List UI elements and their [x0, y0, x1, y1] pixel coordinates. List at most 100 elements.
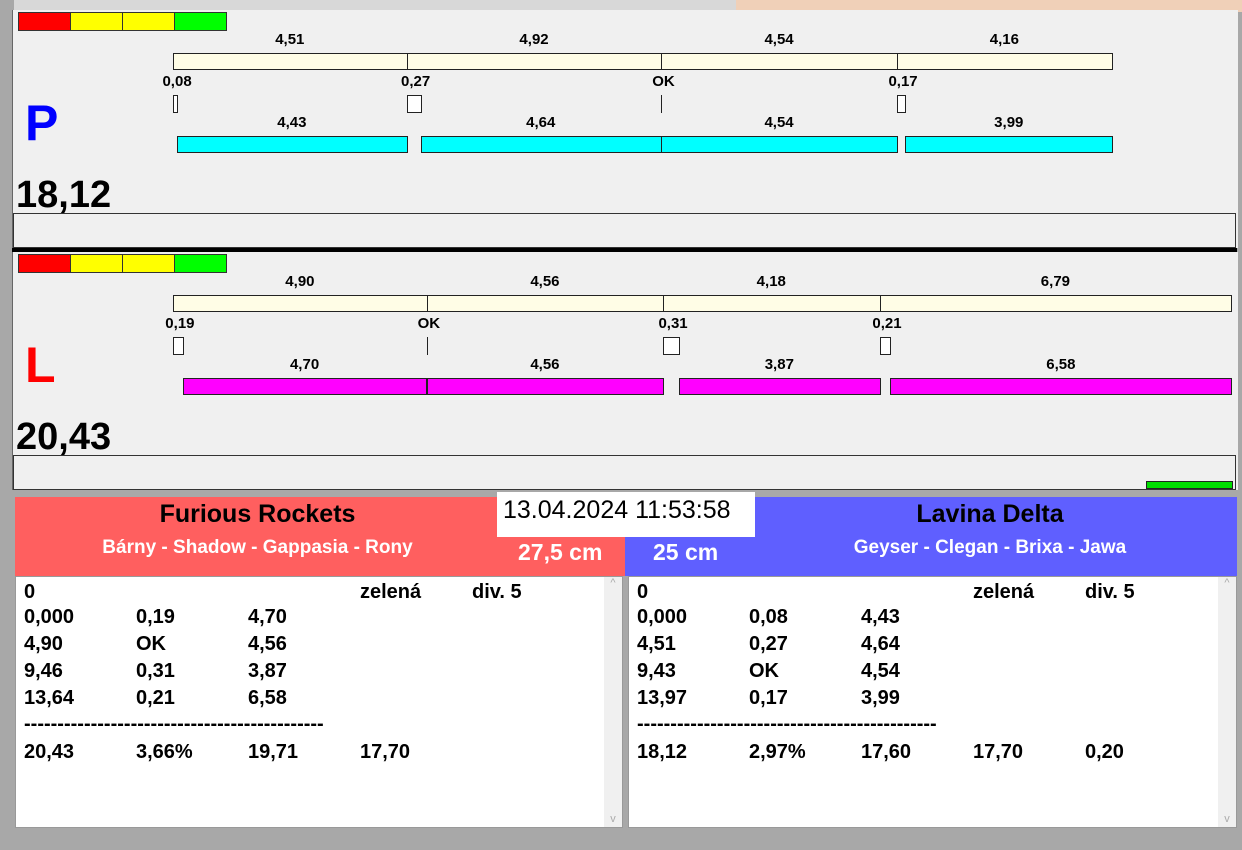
list-cell: 4,54: [861, 660, 900, 682]
list-cell: 17,60: [861, 741, 912, 763]
bottom-segment-label: 4,64: [526, 114, 556, 131]
gap-ok-tick: [426, 337, 428, 355]
list-cell: 4,43: [861, 606, 900, 628]
bottom-segment-label: 4,54: [764, 114, 794, 131]
lane-status-box: [13, 213, 1236, 248]
top-segment: [879, 295, 1233, 312]
list-cell: 9,46: [24, 660, 63, 682]
list-cell: 13,97: [637, 687, 688, 709]
header-area: [736, 0, 1242, 12]
traffic-lights: [18, 254, 227, 273]
light: [175, 13, 226, 30]
gap-label: 0,19: [165, 315, 195, 332]
gap-label: 0,21: [872, 315, 902, 332]
gap-marker: [173, 95, 179, 113]
bottom-segment-label: 3,87: [764, 356, 794, 373]
list-cell: 4,51: [637, 633, 676, 655]
top-segment: [173, 295, 428, 312]
list-cell: ----------------------------------------…: [637, 713, 937, 735]
list-cell: div. 5: [1085, 581, 1135, 603]
list-cell: 0,08: [749, 606, 788, 628]
list-cell: div. 5: [472, 581, 522, 603]
lane-total: 18,12: [16, 174, 112, 216]
light: [123, 255, 175, 272]
gap-marker: [173, 337, 184, 355]
list-cell: 17,70: [973, 741, 1024, 763]
lane-letter: P: [25, 95, 59, 151]
bottom-segment-label: 6,58: [1046, 356, 1076, 373]
gap-label: OK: [417, 315, 441, 332]
top-segment-label: 4,51: [275, 31, 305, 48]
lane-separator: [12, 248, 1237, 252]
top-segment: [661, 53, 898, 70]
light: [19, 13, 71, 30]
top-segment-label: 4,92: [519, 31, 549, 48]
team-members: Geyser - Clegan - Brixa - Jawa: [853, 537, 1127, 558]
top-segment: [173, 53, 408, 70]
list-cell: 0,17: [749, 687, 788, 709]
lane-total: 20,43: [16, 416, 112, 458]
list-cell: 4,64: [861, 633, 900, 655]
list-cell: 9,43: [637, 660, 676, 682]
list-cell: 0,19: [136, 606, 175, 628]
bottom-segment: [177, 136, 408, 153]
gap-label: 0,31: [658, 315, 688, 332]
light: [71, 13, 123, 30]
gap-label: 0,27: [401, 73, 431, 90]
list-cell: OK: [749, 660, 779, 682]
list-cell: zelená: [360, 581, 422, 603]
gap-marker: [879, 337, 892, 355]
bottom-segment: [661, 136, 898, 153]
list-cell: 0,000: [637, 606, 688, 628]
bottom-segment: [679, 378, 881, 395]
list-cell: 4,56: [248, 633, 287, 655]
team-name: Furious Rockets: [159, 500, 356, 528]
top-segment: [663, 295, 881, 312]
progress-indicator: [1146, 481, 1233, 489]
bottom-segment: [420, 136, 662, 153]
list-cell: 0: [24, 581, 36, 603]
light: [123, 13, 175, 30]
gap-marker: [896, 95, 907, 113]
list-cell: ----------------------------------------…: [24, 713, 324, 735]
top-segment-label: 4,54: [764, 31, 794, 48]
list-cell: 3,66%: [136, 741, 193, 763]
bottom-segment-label: 4,70: [289, 356, 320, 373]
list-cell: 0,21: [136, 687, 175, 709]
gap-ok-tick: [661, 95, 663, 113]
results-list-left[interactable]: ^ v 0 zelená div. 5 0,000 0,19 4,70 4,90 OK 4,56 9,…: [15, 576, 623, 828]
list-cell: 2,97%: [749, 741, 806, 763]
top-segment-label: 4,56: [530, 273, 560, 290]
team-size: 27,5 cm: [518, 539, 603, 565]
list-cell: 0,000: [24, 606, 75, 628]
scrollbar[interactable]: ^ v: [604, 577, 622, 827]
team-name: Lavina Delta: [916, 500, 1064, 528]
list-cell: 3,87: [248, 660, 287, 682]
list-cell: 6,58: [248, 687, 287, 709]
lane-l: 4,90 0,19 4,70 4,56 OK 4,56 4,18 0,31 3,87 6,79 0,…: [12, 252, 1238, 490]
gap-marker: [663, 337, 681, 355]
top-segment: [406, 53, 663, 70]
bottom-segment: [182, 378, 428, 395]
list-cell: zelená: [973, 581, 1035, 603]
traffic-lights: [18, 12, 227, 31]
list-cell: 0: [637, 581, 649, 603]
top-segment: [426, 295, 665, 312]
scrollbar[interactable]: ^ v: [1218, 577, 1236, 827]
list-cell: 0,20: [1085, 741, 1124, 763]
bottom-segment-label: 4,43: [277, 114, 307, 131]
team-members: Bárny - Shadow - Gappasia - Rony: [102, 537, 413, 558]
results-list-right[interactable]: ^ v 0 zelená div. 5 0,000 0,08 4,43 4,51 0,27 4,64…: [628, 576, 1237, 828]
light: [71, 255, 123, 272]
list-cell: 0,31: [136, 660, 175, 682]
list-cell: 17,70: [360, 741, 411, 763]
team-size: 25 cm: [653, 539, 719, 565]
top-segment-label: 6,79: [1040, 273, 1071, 290]
top-segment-label: 4,18: [756, 273, 786, 290]
gap-label: OK: [652, 73, 675, 90]
light: [175, 255, 226, 272]
top-segment-label: 4,16: [989, 31, 1019, 48]
top-segment-label: 4,90: [285, 273, 315, 290]
gap-marker: [406, 95, 422, 113]
gap-label: 0,08: [162, 73, 192, 90]
